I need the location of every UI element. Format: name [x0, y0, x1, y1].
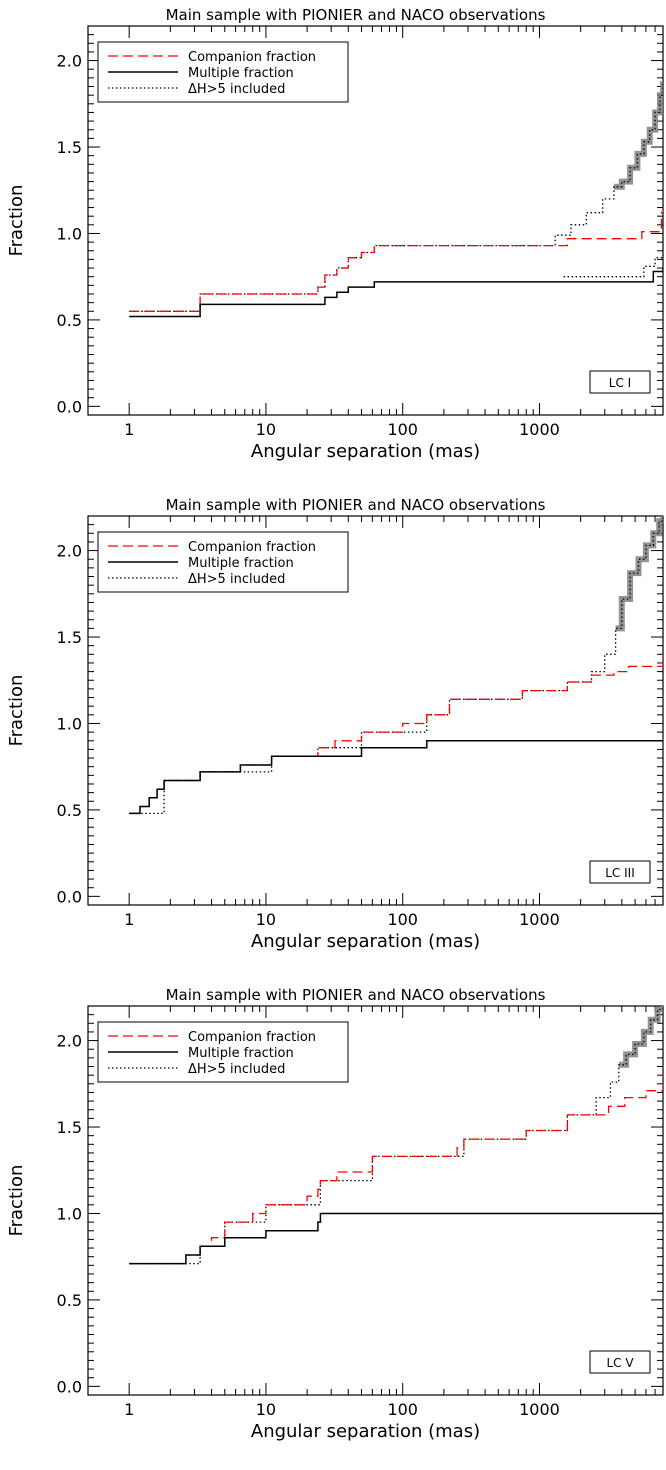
- luminosity-class-label: LC I: [589, 370, 651, 394]
- luminosity-class-label: LC III: [589, 860, 651, 884]
- error-band: [613, 81, 663, 190]
- y-tick-label: 1.5: [57, 628, 82, 647]
- x-axis-label: Angular separation (mas): [251, 441, 480, 462]
- y-tick-label: 0.0: [57, 887, 82, 906]
- chart-title: Main sample with PIONIER and NACO observ…: [166, 986, 546, 1004]
- chart-panel-3: Main sample with PIONIER and NACO observ…: [6, 986, 664, 1442]
- y-tick-label: 1.0: [57, 1204, 82, 1223]
- x-tick-label: 1: [124, 1400, 134, 1419]
- x-tick-label: 1000: [519, 420, 560, 439]
- x-tick-label: 10: [256, 1400, 276, 1419]
- chart-title: Main sample with PIONIER and NACO observ…: [166, 496, 546, 514]
- data-area: [129, 516, 663, 815]
- legend-label: ΔH>5 included: [188, 572, 285, 587]
- series-line-0: [129, 1073, 663, 1265]
- data-area: [129, 1006, 663, 1265]
- series-line-3: [563, 250, 663, 278]
- series-line-0: [129, 654, 663, 815]
- legend-label: Companion fraction: [188, 540, 316, 555]
- lc-label: LC III: [605, 866, 635, 880]
- lc-label: LC I: [609, 376, 631, 390]
- series-line-0: [129, 209, 663, 312]
- x-axis-label: Angular separation (mas): [251, 1421, 480, 1442]
- series-line-2: [129, 81, 663, 312]
- y-tick-label: 1.0: [57, 714, 82, 733]
- x-tick-label: 10: [256, 910, 276, 929]
- lc-box: [589, 370, 651, 394]
- y-tick-label: 1.5: [57, 1118, 82, 1137]
- x-tick-label: 1: [124, 420, 134, 439]
- y-tick-label: 2.0: [57, 542, 82, 561]
- legend-label: Multiple fraction: [188, 556, 294, 571]
- y-tick-label: 0.5: [57, 1291, 82, 1310]
- legend-label: Companion fraction: [188, 1030, 316, 1045]
- series-line-1: [129, 1212, 663, 1265]
- chart-panel-2: Main sample with PIONIER and NACO observ…: [6, 496, 664, 952]
- x-tick-label: 1000: [519, 910, 560, 929]
- error-band: [615, 516, 663, 632]
- series-line-2: [129, 516, 663, 815]
- error-band: [618, 1006, 663, 1068]
- y-axis-label: Fraction: [6, 185, 27, 257]
- chart-panel-1: Main sample with PIONIER and NACO observ…: [6, 6, 664, 462]
- y-tick-label: 0.0: [57, 397, 82, 416]
- x-tick-label: 1000: [519, 1400, 560, 1419]
- y-axis-label: Fraction: [6, 675, 27, 747]
- legend-label: Companion fraction: [188, 50, 316, 65]
- legend-label: Multiple fraction: [188, 1046, 294, 1061]
- data-area: [129, 81, 663, 318]
- y-tick-label: 0.0: [57, 1377, 82, 1396]
- y-tick-label: 1.0: [57, 224, 82, 243]
- y-tick-label: 0.5: [57, 801, 82, 820]
- x-tick-label: 100: [387, 910, 418, 929]
- y-tick-label: 0.5: [57, 311, 82, 330]
- y-axis-label: Fraction: [6, 1165, 27, 1237]
- x-tick-label: 10: [256, 420, 276, 439]
- y-tick-label: 2.0: [57, 1032, 82, 1051]
- plot-frame: [87, 1005, 664, 1396]
- legend-label: Multiple fraction: [188, 66, 294, 81]
- series-line-1: [129, 268, 663, 318]
- y-tick-label: 2.0: [57, 52, 82, 71]
- lc-box: [589, 860, 651, 884]
- lc-box: [589, 1350, 651, 1374]
- x-axis-label: Angular separation (mas): [251, 931, 480, 952]
- y-tick-label: 1.5: [57, 138, 82, 157]
- luminosity-class-label: LC V: [589, 1350, 651, 1374]
- x-tick-label: 1: [124, 910, 134, 929]
- legend-label: ΔH>5 included: [188, 1062, 285, 1077]
- series-line-2: [129, 1006, 663, 1265]
- x-tick-label: 100: [387, 420, 418, 439]
- chart-title: Main sample with PIONIER and NACO observ…: [166, 6, 546, 24]
- plot-frame: [87, 25, 664, 416]
- series-line-1: [129, 740, 663, 815]
- plot-frame: [87, 515, 664, 906]
- x-tick-label: 100: [387, 1400, 418, 1419]
- legend-label: ΔH>5 included: [188, 82, 285, 97]
- lc-label: LC V: [606, 1356, 634, 1370]
